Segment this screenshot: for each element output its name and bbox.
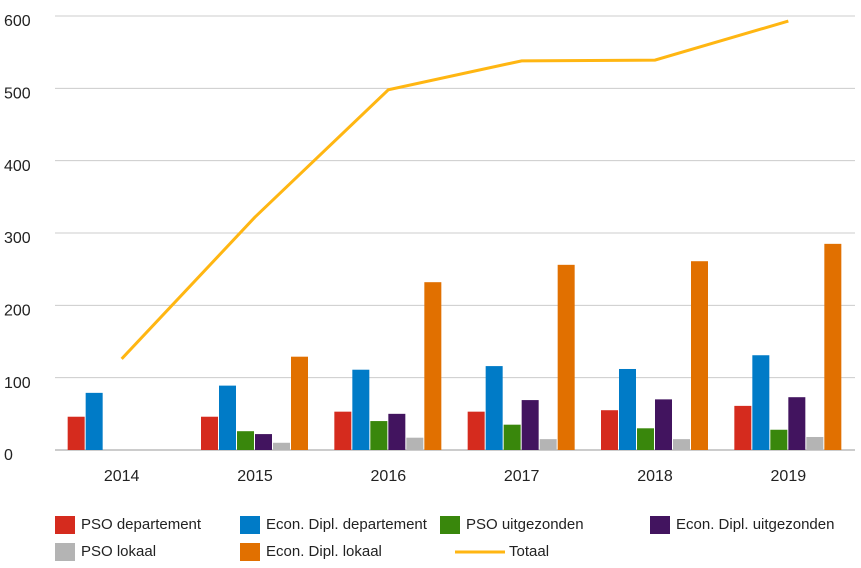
- bar: [291, 356, 308, 450]
- legend-label: PSO departement: [81, 516, 202, 533]
- bar: [67, 416, 85, 450]
- bar: [352, 369, 370, 450]
- x-tick-label: 2018: [637, 468, 673, 485]
- bar: [424, 282, 442, 450]
- legend-swatch: [55, 543, 75, 561]
- x-tick-label: 2019: [771, 468, 807, 485]
- bar: [691, 261, 708, 450]
- y-tick-label: 500: [4, 86, 31, 103]
- bar: [752, 355, 770, 450]
- y-tick-label: 600: [4, 13, 31, 30]
- x-tick-label: 2017: [504, 468, 540, 485]
- legend-swatch: [55, 516, 75, 534]
- y-tick-label: 100: [4, 375, 31, 392]
- bar: [370, 421, 388, 450]
- bar: [619, 368, 636, 450]
- bar: [521, 400, 539, 450]
- bar: [467, 411, 485, 450]
- legend-swatch: [650, 516, 670, 534]
- bar: [201, 416, 218, 450]
- y-tick-label: 300: [4, 230, 31, 247]
- bar: [557, 264, 575, 450]
- legend-label: Econ. Dipl. lokaal: [266, 543, 382, 560]
- bar: [85, 392, 103, 450]
- bar: [388, 413, 406, 450]
- bar: [503, 424, 521, 450]
- legend-swatch: [240, 543, 260, 561]
- bar: [770, 429, 788, 450]
- bar: [734, 405, 752, 450]
- y-tick-label: 400: [4, 158, 31, 175]
- bar: [237, 431, 254, 450]
- y-tick-label: 0: [4, 447, 13, 464]
- line: [120, 19, 789, 360]
- legend-label: Econ. Dipl. departement: [266, 516, 428, 533]
- x-tick-label: 2016: [371, 468, 407, 485]
- bar: [334, 411, 352, 450]
- bar: [655, 399, 672, 450]
- legend-swatch: [240, 516, 260, 534]
- legend-label: PSO lokaal: [81, 543, 156, 560]
- y-tick-label: 200: [4, 303, 31, 320]
- bar: [255, 434, 272, 450]
- legend-swatch: [440, 516, 460, 534]
- bar: [485, 366, 503, 450]
- bar: [673, 439, 690, 450]
- legend-label: Econ. Dipl. uitgezonden: [676, 516, 834, 533]
- x-tick-label: 2014: [104, 468, 140, 485]
- bar: [824, 243, 842, 450]
- bar: [806, 436, 824, 450]
- legend: PSO departement Econ. Dipl. departement PS…: [55, 516, 834, 561]
- bar: [601, 410, 618, 450]
- bar: [637, 428, 654, 450]
- legend-label: Totaal: [509, 543, 549, 560]
- bar: [219, 385, 236, 450]
- bar: [539, 439, 557, 450]
- bar: [406, 437, 424, 450]
- bar: [273, 442, 290, 450]
- legend-label: PSO uitgezonden: [466, 516, 584, 533]
- x-tick-label: 2015: [237, 468, 273, 485]
- bar: [788, 397, 806, 450]
